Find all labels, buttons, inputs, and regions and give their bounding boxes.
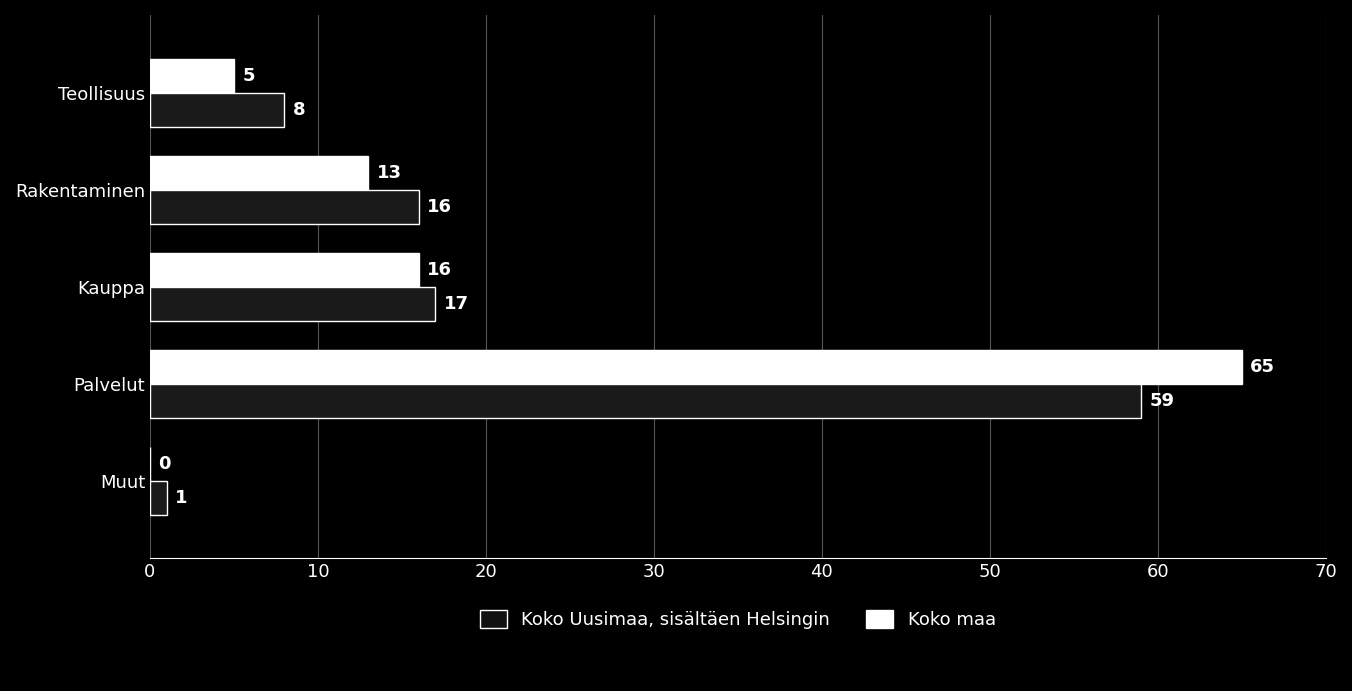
Bar: [150, 189, 419, 224]
Text: 13: 13: [377, 164, 402, 182]
Bar: [150, 253, 419, 287]
Text: 59: 59: [1149, 392, 1175, 410]
Text: 17: 17: [443, 294, 469, 313]
Text: 1: 1: [176, 489, 188, 507]
Text: 65: 65: [1251, 358, 1275, 376]
Text: 8: 8: [293, 101, 306, 119]
Bar: [150, 93, 284, 126]
Bar: [150, 155, 368, 189]
Bar: [150, 481, 166, 515]
Text: 16: 16: [427, 198, 452, 216]
Legend: Koko Uusimaa, sisältäen Helsingin, Koko maa: Koko Uusimaa, sisältäen Helsingin, Koko …: [473, 603, 1003, 636]
Bar: [150, 384, 1141, 418]
Text: 5: 5: [242, 66, 256, 85]
Bar: [150, 59, 234, 93]
Bar: [150, 350, 1241, 384]
Bar: [150, 287, 435, 321]
Text: 0: 0: [158, 455, 170, 473]
Text: 16: 16: [427, 261, 452, 278]
